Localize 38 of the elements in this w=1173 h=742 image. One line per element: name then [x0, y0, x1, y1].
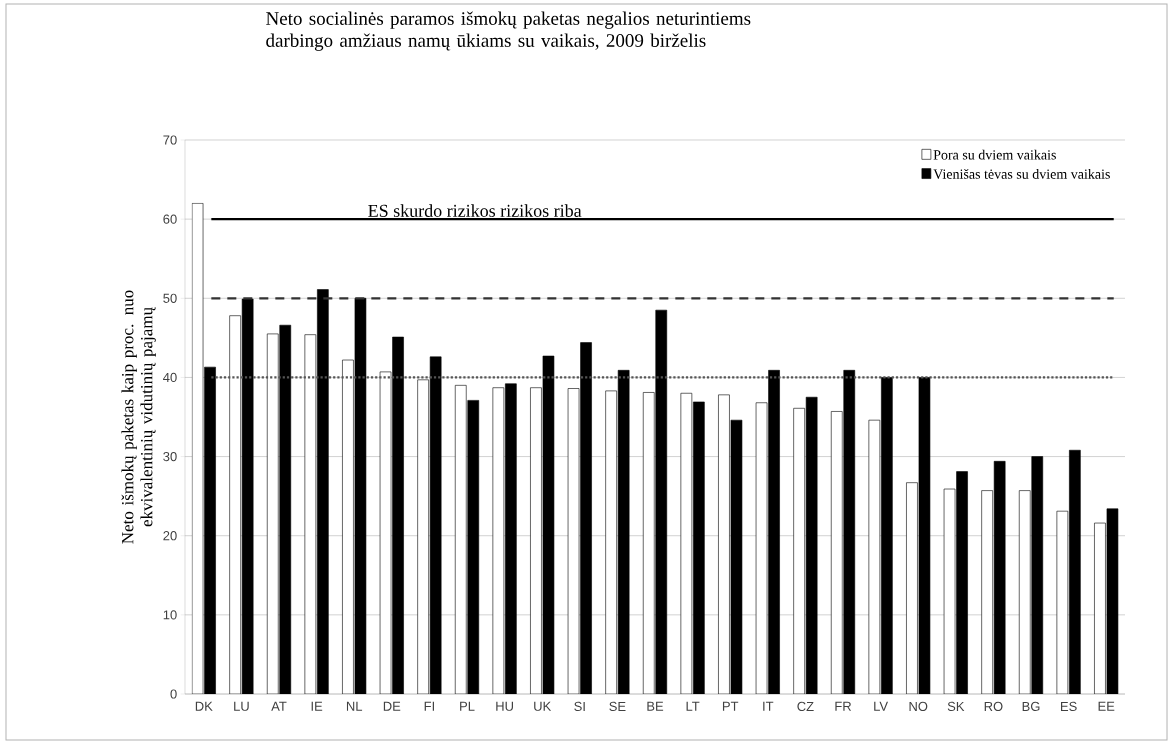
legend-label: Pora su dviem vaikais: [933, 149, 1056, 160]
x-tick-label: NL: [346, 701, 363, 711]
legend-label: Vienišas tėvas su dviem vaikais: [933, 168, 1110, 179]
y-tick-label: 70: [163, 135, 177, 145]
x-tick-label: SI: [574, 701, 585, 711]
x-tick-label: CZ: [797, 701, 814, 711]
y-tick-label: 30: [163, 451, 177, 462]
y-tick-label: 10: [163, 610, 177, 620]
x-tick-label: EE: [1098, 701, 1115, 711]
y-tick-label: 50: [163, 293, 177, 303]
x-tick-label: IT: [763, 701, 774, 711]
x-tick-label: NO: [909, 701, 928, 711]
x-tick-label: UK: [534, 701, 552, 711]
y-axis-title: Neto išmokų paketas kaip proc. nuo ekvivalentinių vidutinių pajamų: [121, 290, 156, 544]
x-tick-label: AT: [271, 701, 287, 711]
y-tick-label: 40: [163, 372, 177, 383]
x-tick-label: SK: [947, 701, 965, 711]
x-tick-label: HU: [496, 701, 513, 711]
x-tick-label: FI: [424, 701, 434, 711]
ref-line-label: ES skurdo rizikos rizikos riba: [368, 204, 582, 217]
x-tick-label: DE: [383, 701, 401, 711]
y-tick-label: 60: [163, 214, 177, 224]
x-tick-label: LT: [686, 701, 700, 711]
x-tick-label: SE: [609, 701, 626, 711]
x-tick-label: ES: [1061, 701, 1077, 711]
x-tick-label: LV: [874, 701, 889, 711]
x-tick-label: RO: [984, 701, 1003, 711]
x-tick-label: PT: [722, 701, 739, 711]
chart-title: Neto socialinės paramos išmokų paketas negalios neturintiems darbingo amžiaus namų ūkiams su vaikais, 2009 birželis: [266, 11, 751, 51]
x-tick-label: PL: [460, 701, 475, 711]
x-tick-label: BG: [1022, 701, 1040, 711]
y-tick-label: 20: [163, 531, 177, 541]
x-tick-label: LU: [234, 701, 249, 711]
y-tick-label: 0: [170, 689, 177, 699]
x-tick-label: FR: [835, 701, 852, 711]
x-tick-label: IE: [311, 701, 323, 711]
x-tick-label: DK: [195, 701, 213, 711]
x-tick-label: BE: [647, 701, 664, 711]
